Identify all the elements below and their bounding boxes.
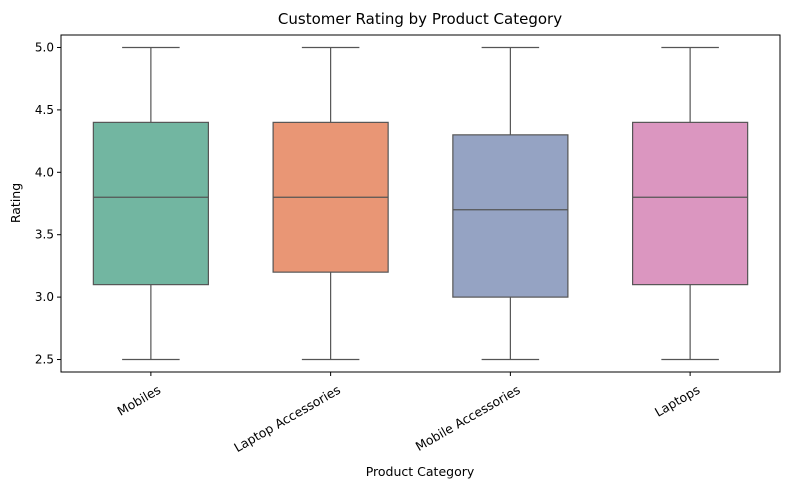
x-category-label: Laptop Accessories (231, 382, 343, 455)
box-group-4 (632, 46, 749, 361)
y-axis-label: Rating (8, 183, 23, 223)
box-group-3 (452, 46, 569, 361)
y-tick-label: 2.5 (35, 353, 54, 367)
x-axis: Mobiles Laptop Accessories Mobile Accessor… (115, 372, 702, 455)
plot-frame (60, 34, 781, 373)
plot-area (92, 46, 749, 361)
box-iqr (632, 121, 749, 286)
box-group-1 (92, 46, 209, 361)
x-axis-label: Product Category (366, 464, 475, 479)
box-group-2 (272, 46, 389, 361)
x-category-label: Laptops (652, 382, 702, 420)
y-axis: 2.5 3.0 3.5 4.0 4.5 5.0 (35, 40, 61, 367)
box-iqr (452, 134, 569, 298)
x-category-label: Mobiles (115, 382, 164, 419)
y-tick-label: 5.0 (35, 40, 54, 54)
chart-title: Customer Rating by Product Category (278, 10, 562, 28)
x-category-label: Mobile Accessories (413, 382, 523, 454)
y-tick-label: 4.0 (35, 165, 54, 179)
box-iqr (92, 121, 209, 286)
y-tick-label: 4.5 (35, 103, 54, 117)
y-tick-label: 3.0 (35, 290, 54, 304)
y-tick-label: 3.5 (35, 228, 54, 242)
